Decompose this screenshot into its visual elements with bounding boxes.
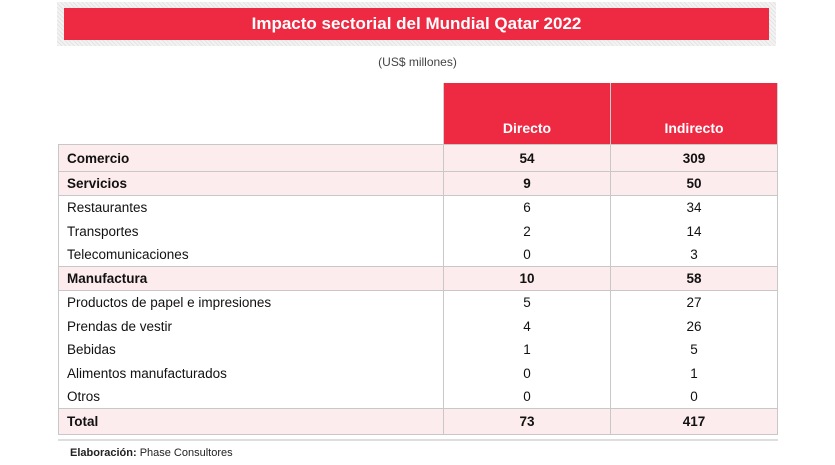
table-row: Otros 0 0 — [58, 384, 778, 409]
header-indirecto: Indirecto — [610, 83, 778, 145]
indirecto-value: 3 — [610, 242, 778, 267]
table-row: Prendas de vestir 4 26 — [58, 314, 778, 338]
units-subtitle: (US$ millones) — [378, 55, 457, 69]
table-row: Total 73 417 — [58, 408, 778, 436]
row-label: Prendas de vestir — [58, 314, 444, 338]
directo-value: 10 — [443, 266, 611, 292]
title-banner: Impacto sectorial del Mundial Qatar 2022 — [57, 2, 776, 46]
row-label: Servicios — [58, 171, 444, 196]
row-label: Restaurantes — [58, 195, 444, 220]
header-blank-cell — [58, 83, 444, 145]
indirecto-value: 5 — [610, 337, 778, 362]
footer-value: Phase Consultores — [139, 447, 233, 459]
row-label: Manufactura — [58, 266, 444, 292]
indirecto-value: 34 — [610, 195, 778, 220]
row-label: Alimentos manufacturados — [58, 361, 444, 385]
page-title: Impacto sectorial del Mundial Qatar 2022 — [64, 8, 769, 40]
directo-value: 2 — [443, 219, 611, 243]
directo-value: 9 — [443, 171, 611, 196]
table-row: Alimentos manufacturados 0 1 — [58, 361, 778, 385]
directo-value: 73 — [443, 408, 611, 436]
row-label: Comercio — [58, 144, 444, 172]
table-row: Bebidas 1 5 — [58, 337, 778, 362]
table-row: Servicios 9 50 — [58, 171, 778, 196]
row-label: Bebidas — [58, 337, 444, 362]
indirecto-value: 27 — [610, 290, 778, 315]
indirecto-value: 50 — [610, 171, 778, 196]
indirecto-value: 417 — [610, 408, 778, 436]
table-row: Restaurantes 6 34 — [58, 195, 778, 220]
table-row: Manufactura 10 58 — [58, 266, 778, 292]
sector-impact-table: Directo Indirecto Comercio 54 309 Servicios… — [58, 83, 778, 436]
directo-value: 0 — [443, 242, 611, 267]
row-label: Otros — [58, 384, 444, 409]
table-header-row: Directo Indirecto — [58, 83, 778, 145]
directo-value: 6 — [443, 195, 611, 220]
header-directo: Directo — [443, 83, 611, 145]
table-row: Transportes 2 14 — [58, 219, 778, 243]
directo-value: 54 — [443, 144, 611, 172]
directo-value: 1 — [443, 337, 611, 362]
footer-label: Elaboración: — [70, 447, 137, 459]
footer-source: Elaboración: Phase Consultores — [70, 447, 233, 459]
indirecto-value: 14 — [610, 219, 778, 243]
indirecto-value: 26 — [610, 314, 778, 338]
indirecto-value: 309 — [610, 144, 778, 172]
row-label: Total — [58, 408, 444, 436]
footer-divider — [58, 439, 778, 441]
directo-value: 0 — [443, 384, 611, 409]
directo-value: 4 — [443, 314, 611, 338]
row-label: Telecomunicaciones — [58, 242, 444, 267]
row-label: Productos de papel e impresiones — [58, 290, 444, 315]
table-row: Telecomunicaciones 0 3 — [58, 242, 778, 267]
table-row: Comercio 54 309 — [58, 144, 778, 172]
directo-value: 0 — [443, 361, 611, 385]
indirecto-value: 1 — [610, 361, 778, 385]
directo-value: 5 — [443, 290, 611, 315]
indirecto-value: 0 — [610, 384, 778, 409]
indirecto-value: 58 — [610, 266, 778, 292]
row-label: Transportes — [58, 219, 444, 243]
table-row: Productos de papel e impresiones 5 27 — [58, 290, 778, 315]
